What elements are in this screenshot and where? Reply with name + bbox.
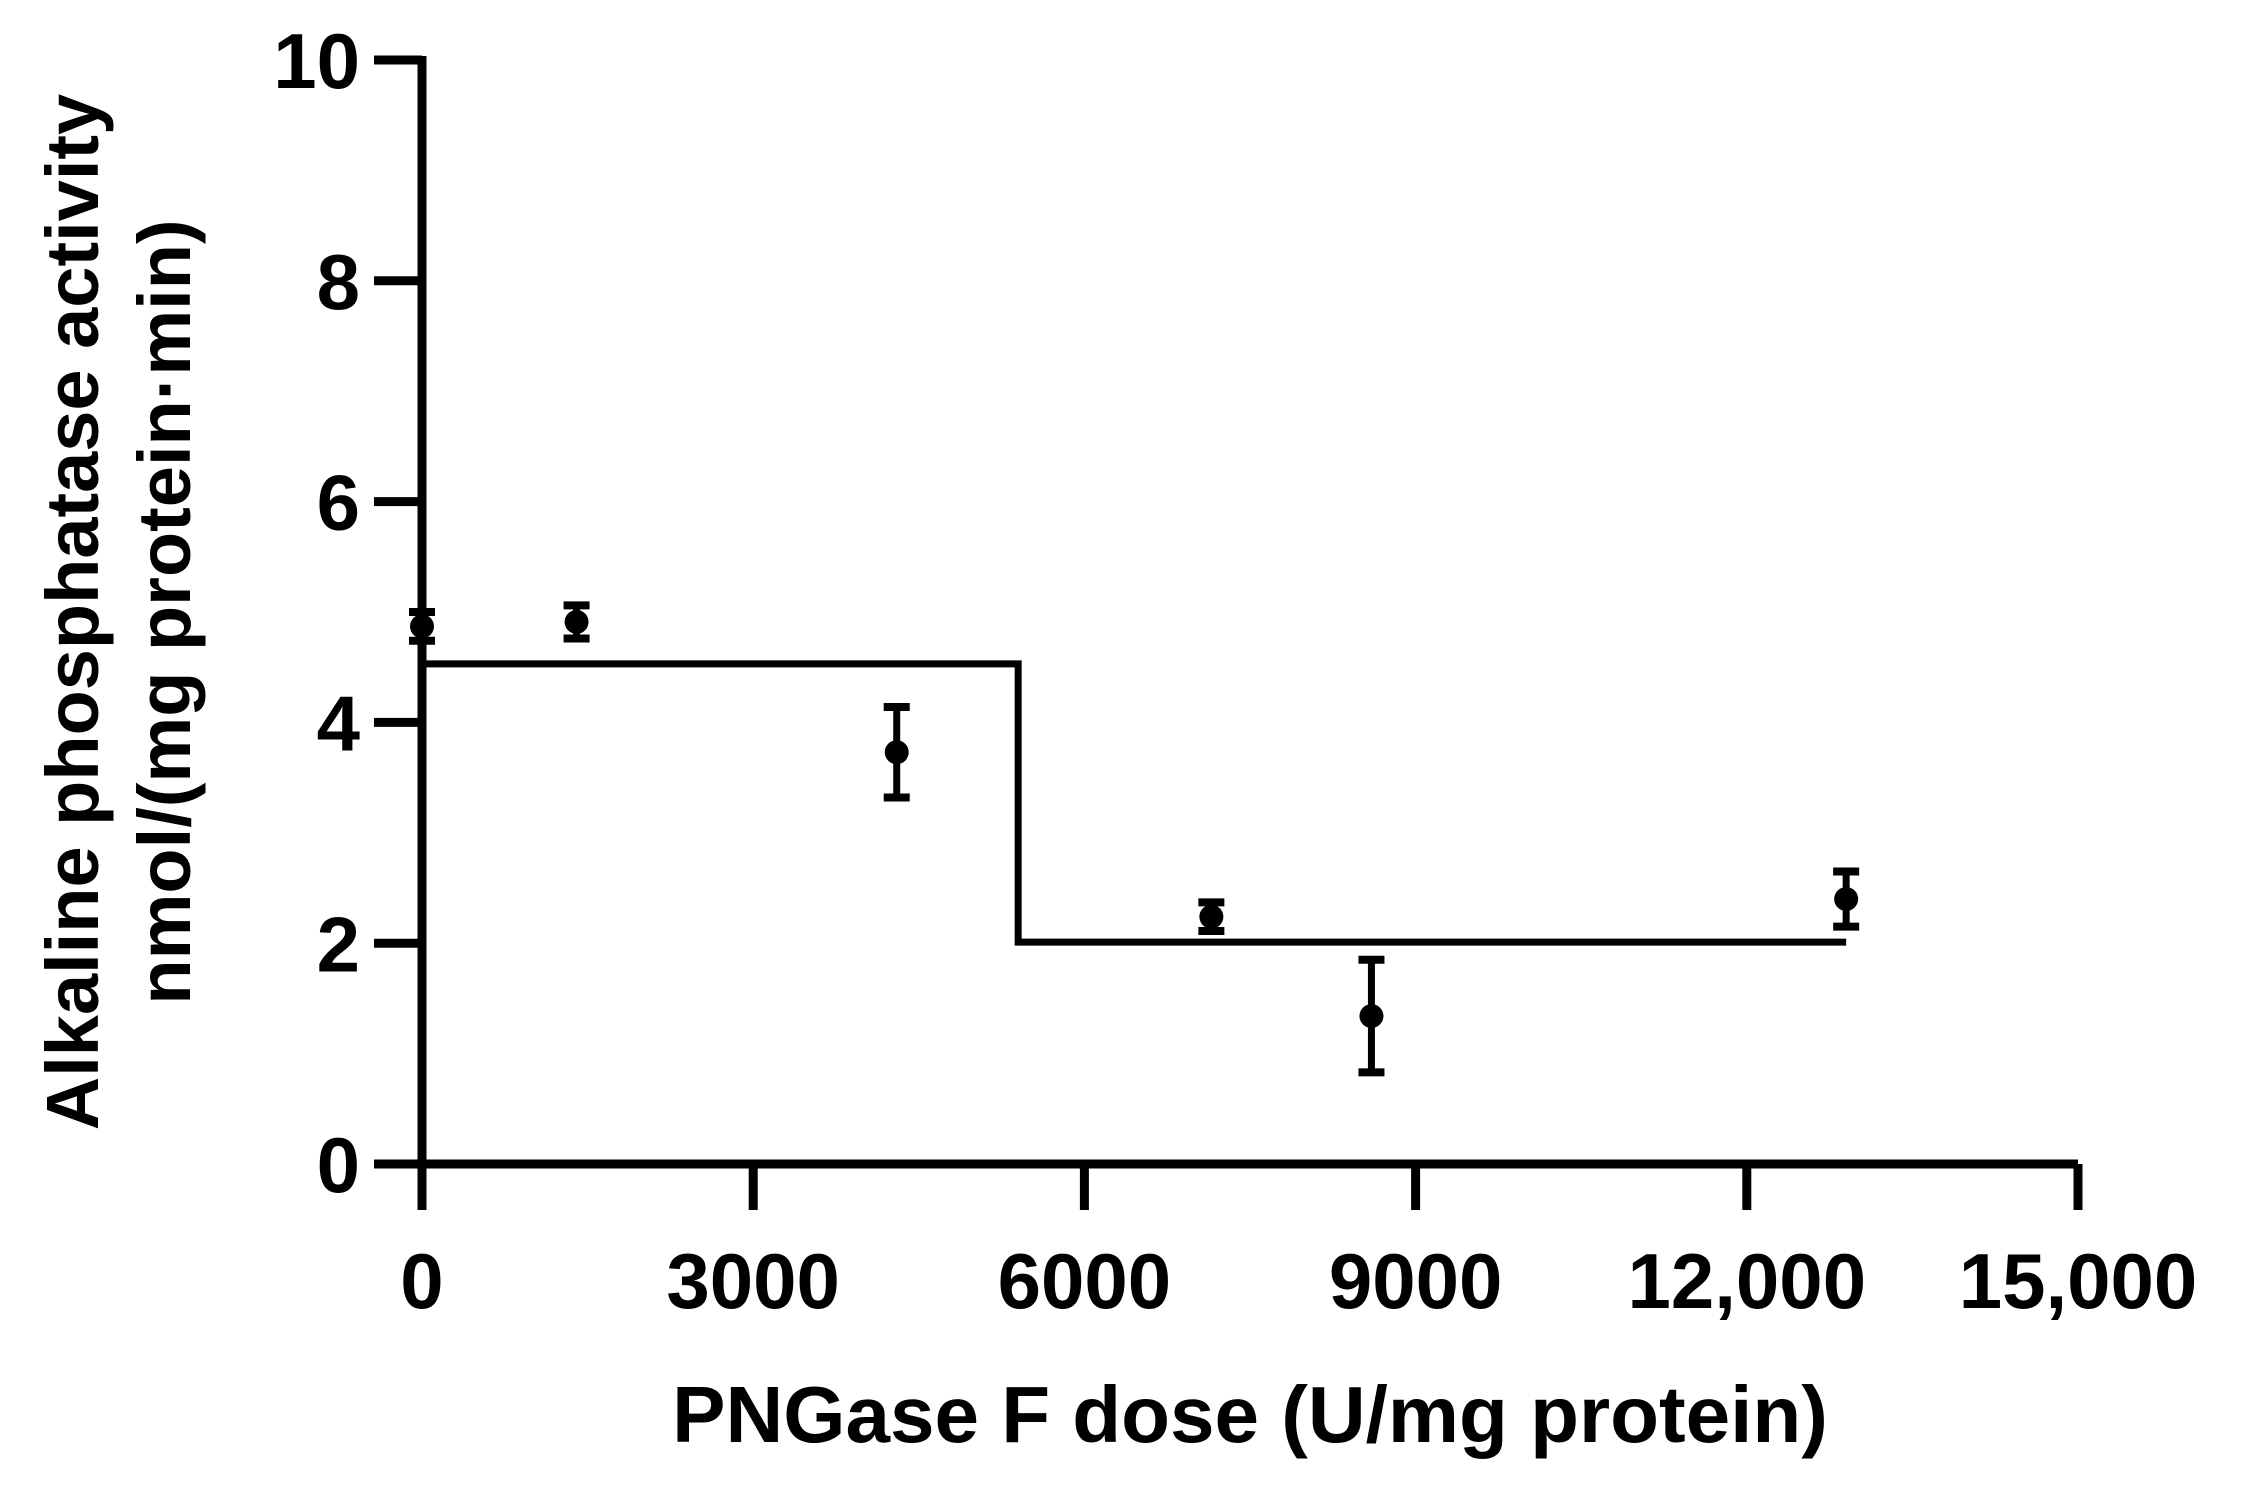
- data-point-marker: [1359, 1004, 1384, 1029]
- x-tick-label: 6000: [998, 1237, 1172, 1325]
- y-tick-label: 8: [317, 238, 360, 326]
- x-axis-title: PNGase F dose (U/mg protein): [672, 1370, 1828, 1459]
- x-tick-label: 9000: [1329, 1237, 1503, 1325]
- x-tick-label: 12,000: [1628, 1237, 1867, 1325]
- y-tick-label: 6: [317, 459, 360, 547]
- y-axis-title-line2: nmol/(mg protein·min): [123, 219, 206, 1004]
- x-tick-label: 15,000: [1959, 1237, 2198, 1325]
- y-tick-label: 2: [317, 900, 360, 988]
- data-point-marker: [564, 609, 589, 634]
- step-fit-line: [422, 660, 1847, 946]
- y-axis-title-line1: Alkaline phosphatase activity: [31, 94, 114, 1130]
- y-tick-label: 10: [273, 17, 360, 105]
- y-tick-label: 0: [317, 1121, 360, 1209]
- data-point-marker: [1834, 887, 1859, 912]
- plot-area: 0 2 4 6 8 10 0 3000 6000 9000 12,000 15,000: [273, 17, 2197, 1325]
- x-tick-label: 0: [400, 1237, 443, 1325]
- x-tick-label: 3000: [666, 1237, 840, 1325]
- y-tick-label: 4: [317, 679, 360, 767]
- data-point-marker: [884, 740, 909, 765]
- data-point-marker: [410, 614, 434, 639]
- data-point-marker: [1199, 904, 1224, 929]
